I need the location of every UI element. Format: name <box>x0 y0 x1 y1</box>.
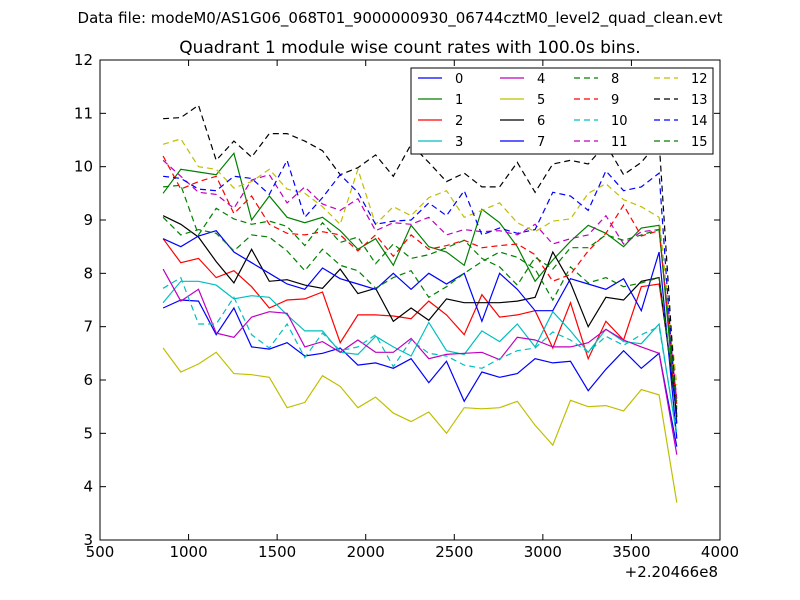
legend-label-9: 9 <box>611 93 619 108</box>
x-axis-offset-label: +2.20466e8 <box>625 563 718 581</box>
legend-label-11: 11 <box>611 135 628 150</box>
legend-label-15: 15 <box>691 135 708 150</box>
series-line-6 <box>162 215 678 415</box>
y-tick-label: 8 <box>83 264 93 282</box>
legend-label-3: 3 <box>455 135 463 150</box>
series-line-14 <box>163 158 678 426</box>
legend-label-14: 14 <box>691 114 708 129</box>
tick-marks <box>99 59 721 541</box>
series-line-12 <box>162 138 678 386</box>
x-tick-label: 1500 <box>258 543 296 561</box>
y-tick-label: 5 <box>83 424 93 442</box>
legend-label-13: 13 <box>691 93 708 108</box>
x-tick-label: 2500 <box>435 543 473 561</box>
x-tick-label: 2000 <box>347 543 385 561</box>
legend-label-12: 12 <box>691 72 708 87</box>
x-tick-label: 3000 <box>524 543 562 561</box>
legend-label-2: 2 <box>455 114 463 129</box>
chart-title: Quadrant 1 module wise count rates with … <box>179 38 640 58</box>
series-line-11 <box>162 159 678 399</box>
series-line-4 <box>162 268 678 455</box>
x-tick-labels: 500 1000 1500 2000 2500 3000 3500 4000 <box>86 543 739 561</box>
x-tick-label: 4000 <box>701 543 739 561</box>
x-tick-label: 3500 <box>612 543 650 561</box>
series-line-1 <box>162 152 678 423</box>
legend-label-8: 8 <box>611 72 619 87</box>
series-line-0 <box>162 299 678 447</box>
legend-label-10: 10 <box>611 114 628 129</box>
x-tick-label: 1000 <box>169 543 207 561</box>
y-tick-label: 12 <box>74 51 93 69</box>
legend-box <box>410 67 714 155</box>
y-tick-label: 4 <box>83 478 93 496</box>
series-line-2 <box>162 238 678 405</box>
legend-label-0: 0 <box>455 72 463 87</box>
legend-label-5: 5 <box>537 93 545 108</box>
series-line-9 <box>162 155 678 402</box>
x-tick-label: 500 <box>86 543 115 561</box>
series-line-10 <box>162 276 678 434</box>
y-tick-label: 3 <box>83 531 93 549</box>
y-tick-label: 9 <box>83 211 93 229</box>
series-line-5 <box>162 347 678 503</box>
y-tick-label: 11 <box>74 104 93 122</box>
series-line-7 <box>162 230 678 439</box>
series-line-3 <box>162 280 678 437</box>
y-tick-labels: 3 4 5 6 7 8 9 10 11 12 <box>74 51 93 549</box>
legend-label-7: 7 <box>537 135 545 150</box>
y-tick-label: 10 <box>74 158 93 176</box>
plot-frame <box>99 59 721 541</box>
legend-label-6: 6 <box>537 114 545 129</box>
figure-suptitle: Data file: modeM0/AS1G06_068T01_90000009… <box>78 9 723 28</box>
y-tick-label: 6 <box>83 371 93 389</box>
legend-label-1: 1 <box>455 93 463 108</box>
y-tick-label: 7 <box>83 318 93 336</box>
legend-label-4: 4 <box>537 72 545 87</box>
